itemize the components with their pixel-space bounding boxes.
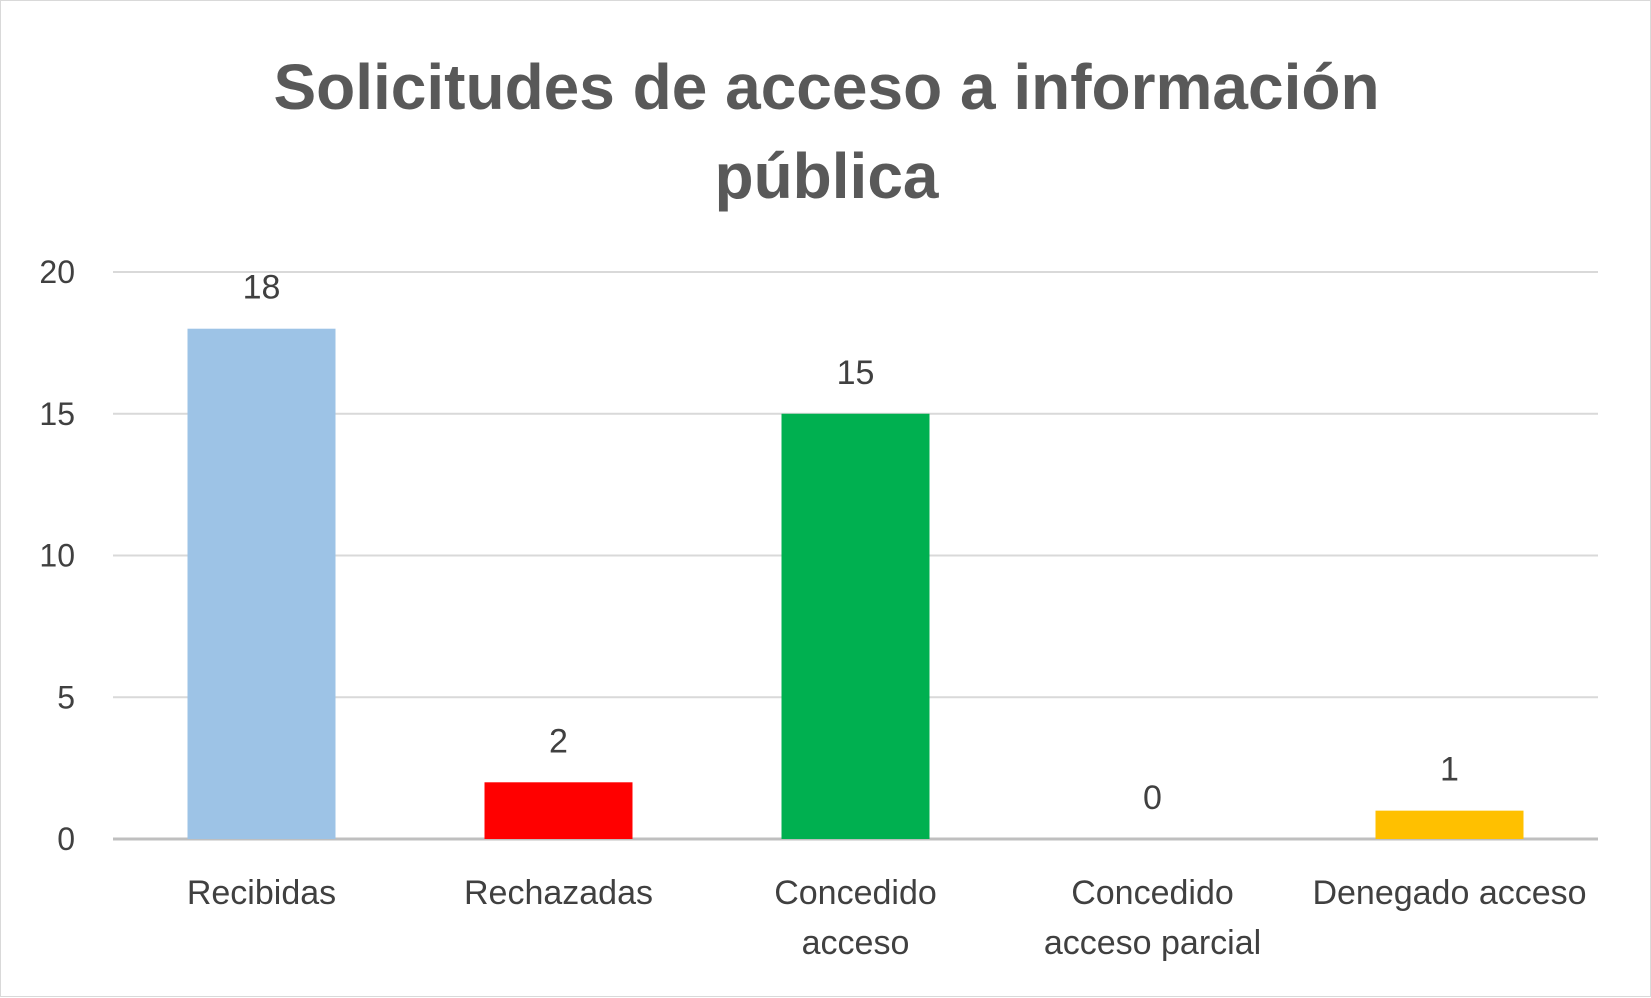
y-tick-label: 15 (39, 396, 75, 432)
y-tick-label: 5 (57, 679, 75, 715)
data-label: 18 (243, 269, 281, 307)
bar (484, 782, 633, 839)
x-category-label: Concedido (774, 874, 937, 912)
data-label: 15 (837, 354, 875, 392)
chart-title-line-1: Solicitudes de acceso a información (273, 51, 1380, 123)
bar (1375, 810, 1524, 839)
data-label: 1 (1440, 751, 1459, 789)
x-category-label: Concedido (1071, 874, 1234, 912)
x-category-label: Denegado acceso (1312, 874, 1586, 912)
x-category-label: Rechazadas (464, 874, 653, 912)
x-category-label: Recibidas (187, 874, 336, 912)
chart-title-line-2: pública (714, 140, 939, 212)
y-tick-label: 20 (39, 254, 75, 290)
y-axis-ticks: 0 5 10 15 20 (39, 254, 75, 857)
x-category-label: acceso (802, 924, 910, 962)
data-label: 0 (1143, 779, 1162, 817)
bar (781, 413, 930, 839)
y-tick-label: 0 (57, 821, 75, 857)
y-tick-label: 10 (39, 538, 75, 574)
x-category-label: acceso parcial (1044, 924, 1261, 962)
data-labels: 18 2 15 0 1 (243, 269, 1459, 817)
data-label: 2 (549, 722, 568, 760)
chart-title: Solicitudes de acceso a información públ… (1, 43, 1651, 221)
x-axis-categories: Recibidas Rechazadas Concedido acceso Conced… (187, 874, 1587, 962)
bars (187, 328, 1524, 839)
bar (187, 328, 336, 839)
